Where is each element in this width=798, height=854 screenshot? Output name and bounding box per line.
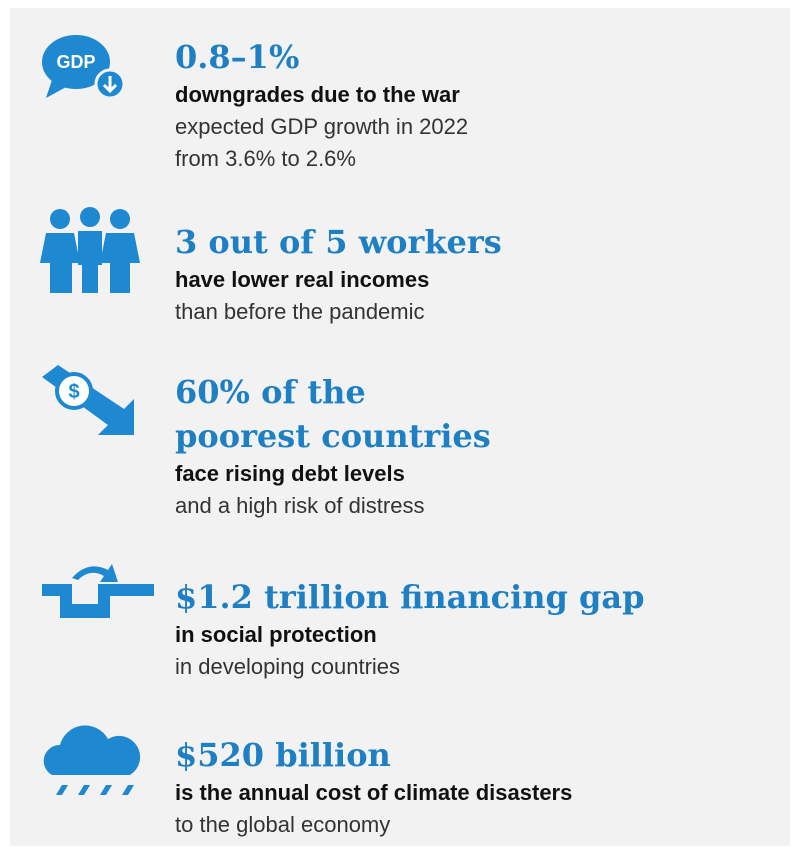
headline: $520 billion [175, 736, 391, 774]
headline: $1.2 trillion financing gap [175, 578, 645, 616]
headline: 60% of the [175, 373, 366, 411]
headline: 3 out of 5 workers [175, 223, 502, 261]
emphasis-line: in social protection [175, 622, 377, 647]
stat-item: 0.8–1% downgrades due to the war expected … [175, 35, 468, 175]
emphasis-line: is the annual cost of climate disasters [175, 780, 573, 805]
emphasis-line: downgrades due to the war [175, 82, 460, 107]
panel [10, 8, 790, 846]
text-line: than before the pandemic [175, 299, 425, 324]
stat-item: 3 out of 5 workers have lower real income… [175, 220, 502, 328]
workers-icon [40, 207, 140, 293]
headline: 0.8–1% [175, 38, 300, 76]
text-line: to the global economy [175, 812, 391, 837]
emphasis-line: have lower real incomes [175, 267, 430, 292]
climate-icon [43, 725, 141, 795]
text-line: from 3.6% to 2.6% [175, 146, 356, 171]
headline: poorest countries [175, 417, 491, 455]
icon-label: $ [68, 381, 79, 403]
stat-item: $520 billion is the annual cost of climat… [175, 733, 572, 841]
text-line: and a high risk of distress [175, 493, 425, 518]
stat-item: $1.2 trillion financing gap in social pro… [175, 575, 645, 683]
text-line: in developing countries [175, 654, 401, 679]
stat-item: 60% of the poorest countries face rising d… [175, 370, 491, 522]
icon-label: GDP [56, 52, 95, 72]
emphasis-line: face rising debt levels [175, 461, 405, 486]
gdp-icon: GDP [42, 35, 126, 100]
text-line: expected GDP growth in 2022 [175, 114, 469, 139]
debt-icon: $ [42, 365, 134, 435]
gap-icon [42, 564, 154, 618]
